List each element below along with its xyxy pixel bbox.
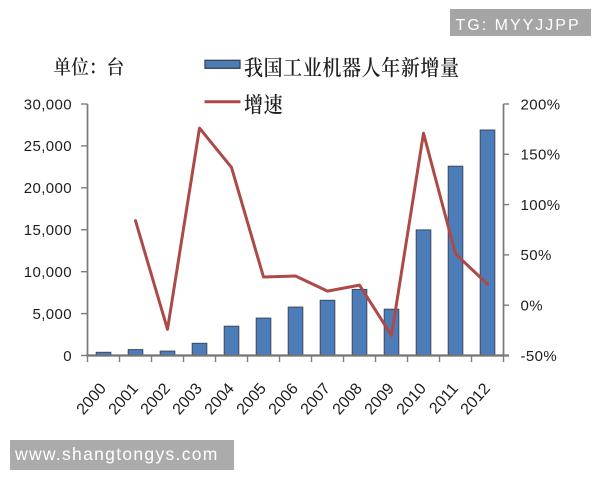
svg-text:www.shangtongys.com: www.shangtongys.com xyxy=(14,444,219,464)
svg-text:15,000: 15,000 xyxy=(24,222,72,239)
svg-text:30,000: 30,000 xyxy=(24,96,72,113)
svg-text:100%: 100% xyxy=(521,197,561,214)
svg-text:TG: MYYJJPP: TG: MYYJJPP xyxy=(456,17,581,34)
svg-text:10,000: 10,000 xyxy=(24,264,72,281)
svg-text:5,000: 5,000 xyxy=(32,306,72,323)
svg-text:25,000: 25,000 xyxy=(24,138,72,155)
svg-text:0: 0 xyxy=(63,348,72,365)
svg-text:20,000: 20,000 xyxy=(24,180,72,197)
svg-text:200%: 200% xyxy=(521,96,561,113)
svg-text:0%: 0% xyxy=(521,298,543,315)
svg-text:50%: 50% xyxy=(521,247,552,264)
svg-text:150%: 150% xyxy=(521,147,561,164)
svg-text:-50%: -50% xyxy=(521,348,558,365)
